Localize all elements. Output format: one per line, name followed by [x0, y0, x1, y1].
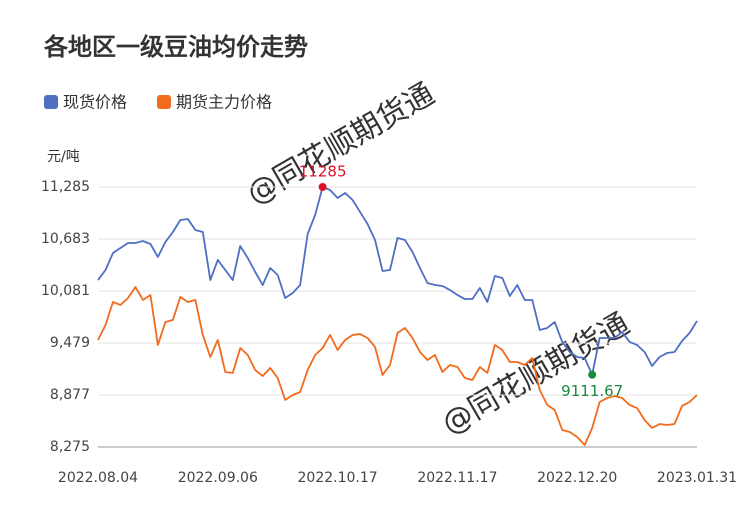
- y-tick-label: 11,285: [41, 179, 90, 195]
- legend-label: 期货主力价格: [176, 93, 272, 112]
- chart-title: 各地区一级豆油均价走势: [43, 33, 308, 61]
- series-line: [97, 186, 698, 376]
- extreme-point: [588, 370, 597, 379]
- y-tick-label: 10,081: [41, 283, 90, 299]
- y-tick-label: 8,275: [50, 439, 90, 455]
- x-tick-label: 2022.09.06: [178, 470, 258, 486]
- y-tick-label: 9,479: [50, 335, 90, 351]
- x-tick-label: 2022.08.04: [58, 470, 138, 486]
- series-line: [97, 286, 698, 446]
- y-unit: 元/吨: [47, 149, 80, 165]
- extreme-label: 9111.67: [561, 382, 623, 400]
- legend-swatch: [157, 95, 172, 109]
- y-tick-label: 10,683: [41, 231, 90, 247]
- y-tick-label: 8,877: [50, 387, 90, 403]
- x-tick-label: 2022.12.20: [537, 470, 617, 486]
- legend-label: 现货价格: [63, 93, 127, 112]
- extreme-point: [318, 183, 327, 191]
- legend-swatch: [44, 95, 58, 109]
- extreme-label: 11285: [299, 163, 347, 181]
- x-tick-label: 2022.10.17: [298, 470, 378, 486]
- x-tick-label: 2023.01.31: [657, 470, 737, 486]
- x-tick-label: 2022.11.17: [417, 470, 497, 486]
